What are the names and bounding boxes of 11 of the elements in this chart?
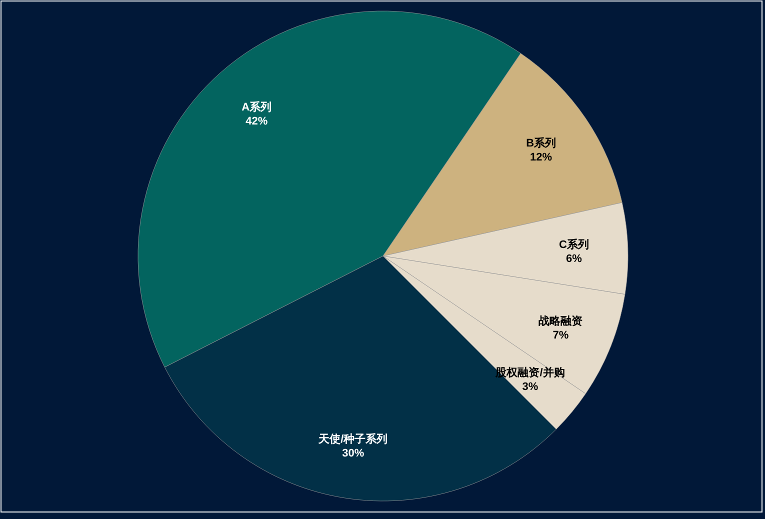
data-label: 12%	[530, 152, 552, 164]
slice-label: 天使/种子系列	[318, 432, 388, 446]
slice-label: C系列	[559, 238, 589, 251]
slice-label: B系列	[526, 136, 556, 150]
data-label: 6%	[566, 252, 582, 265]
data-label: 30%	[342, 448, 364, 460]
data-label: 7%	[552, 329, 569, 342]
slice-label: A系列	[242, 100, 272, 114]
data-label: 3%	[522, 380, 538, 393]
slice-label: 战略融资	[538, 314, 583, 328]
data-label: 42%	[246, 116, 268, 128]
